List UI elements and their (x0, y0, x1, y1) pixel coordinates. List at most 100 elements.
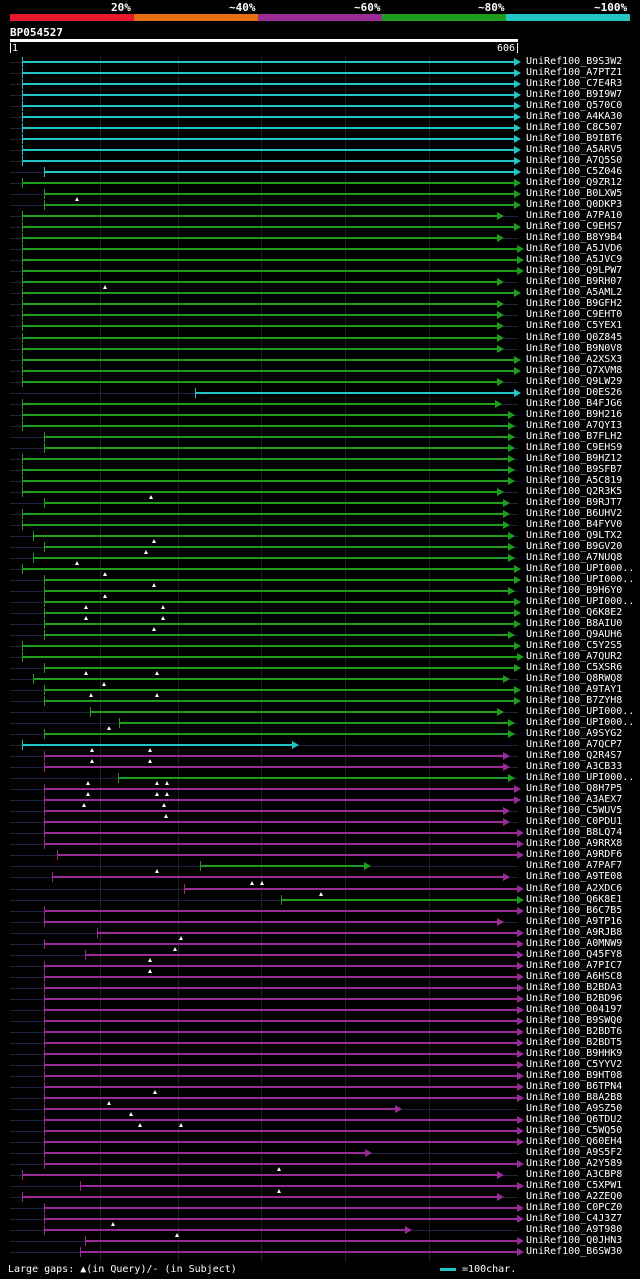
alignment-bar[interactable] (33, 556, 508, 559)
hit-label[interactable]: UniRef100_A9S5F2 (526, 1146, 623, 1158)
alignment-bar[interactable] (22, 226, 514, 229)
hit-row[interactable]: UniRef100_A7PIC7 (0, 957, 640, 972)
hit-row[interactable]: UniRef100_A2ZEQ0 (0, 1189, 640, 1203)
alignment-bar[interactable] (44, 755, 503, 758)
hit-label[interactable]: UniRef100_B9HHK9 (526, 1047, 623, 1059)
alignment-bar[interactable] (22, 1174, 497, 1177)
hit-row[interactable]: UniRef100_A9TP16 (0, 916, 640, 928)
hit-row[interactable]: UniRef100_Q6TDU2 (0, 1111, 640, 1126)
hit-row[interactable]: UniRef100_B8Y9B4 (0, 232, 640, 244)
hit-label[interactable]: UniRef100_A4KA30 (526, 111, 623, 123)
alignment-bar[interactable] (22, 468, 508, 471)
hit-row[interactable]: UniRef100_UPI000.. (0, 560, 640, 575)
alignment-bar[interactable] (22, 325, 497, 328)
hit-row[interactable]: UniRef100_Q9AUH6 (0, 627, 640, 641)
hit-row[interactable]: UniRef100_Q570C0 (0, 100, 640, 112)
hit-label[interactable]: UniRef100_Q6K8E2 (526, 607, 623, 618)
hit-label[interactable]: UniRef100_C4J3Z7 (526, 1213, 623, 1225)
alignment-bar[interactable] (22, 336, 497, 339)
hit-label[interactable]: UniRef100_D0ES26 (526, 386, 623, 398)
hit-label[interactable]: UniRef100_B9HT08 (526, 1069, 623, 1081)
hit-label[interactable]: UniRef100_A3AEX7 (526, 794, 623, 806)
hit-label[interactable]: UniRef100_A9RJB8 (526, 926, 623, 938)
hit-row[interactable]: UniRef100_C5XPW1 (0, 1180, 640, 1192)
alignment-bar[interactable] (44, 964, 517, 967)
hit-row[interactable]: UniRef100_A3CBP8 (0, 1167, 640, 1181)
hit-label[interactable]: UniRef100_A7PAF7 (526, 860, 623, 872)
hit-label[interactable]: UniRef100_B9S3W2 (526, 56, 623, 67)
hit-row[interactable]: UniRef100_O04197 (0, 1003, 640, 1016)
hit-label[interactable]: UniRef100_A9T980 (526, 1224, 623, 1236)
hit-row[interactable]: UniRef100_Q9LW29 (0, 375, 640, 388)
hit-label[interactable]: UniRef100_Q9LW29 (526, 375, 623, 387)
alignment-bar[interactable] (44, 1140, 517, 1143)
hit-row[interactable]: UniRef100_A5ARV5 (0, 144, 640, 156)
hit-row[interactable]: UniRef100_B6C7B5 (0, 905, 640, 917)
hit-row[interactable]: UniRef100_Q8RWQ8 (0, 671, 640, 685)
hit-label[interactable]: UniRef100_A7PA10 (526, 210, 623, 222)
hit-label[interactable]: UniRef100_UPI000.. (526, 772, 635, 784)
alignment-bar[interactable] (80, 1185, 517, 1188)
alignment-bar[interactable] (80, 1251, 517, 1254)
hit-row[interactable]: UniRef100_A2Y589 (0, 1158, 640, 1170)
hit-label[interactable]: UniRef100_B9SFB7 (526, 463, 623, 475)
alignment-bar[interactable] (33, 534, 508, 537)
hit-row[interactable]: UniRef100_Q0DKP3 (0, 197, 640, 211)
hit-row[interactable]: UniRef100_B9RJT7 (0, 494, 640, 509)
alignment-bar[interactable] (44, 1107, 395, 1110)
alignment-bar[interactable] (118, 777, 508, 780)
alignment-bar[interactable] (44, 1096, 517, 1099)
alignment-bar[interactable] (22, 259, 517, 262)
hit-label[interactable]: UniRef100_C7E4R3 (526, 78, 623, 90)
alignment-bar[interactable] (22, 314, 497, 317)
hit-label[interactable]: UniRef100_O04197 (526, 1003, 623, 1015)
hit-row[interactable]: UniRef100_A4KA30 (0, 111, 640, 123)
hit-label[interactable]: UniRef100_B9H216 (526, 408, 623, 420)
alignment-bar[interactable] (44, 193, 514, 196)
hit-row[interactable]: UniRef100_A2XDC6 (0, 880, 640, 895)
alignment-bar[interactable] (44, 766, 503, 769)
hit-row[interactable]: UniRef100_A9SYG2 (0, 726, 640, 740)
hit-row[interactable]: UniRef100_A7QUR2 (0, 651, 640, 663)
hit-row[interactable]: UniRef100_Q9LPW7 (0, 265, 640, 277)
alignment-bar[interactable] (22, 1196, 497, 1199)
alignment-bar[interactable] (44, 920, 497, 923)
hit-row[interactable]: UniRef100_A9RJB8 (0, 926, 640, 939)
hit-label[interactable]: UniRef100_Q570C0 (526, 100, 623, 112)
alignment-bar[interactable] (33, 678, 503, 681)
hit-row[interactable]: UniRef100_Q7XVM8 (0, 365, 640, 377)
hit-label[interactable]: UniRef100_B9RH07 (526, 276, 623, 288)
hit-row[interactable]: UniRef100_A9S5F2 (0, 1146, 640, 1159)
hit-label[interactable]: UniRef100_Q9ZR12 (526, 177, 623, 189)
hit-label[interactable]: UniRef100_B9RJT7 (526, 496, 623, 508)
alignment-bar[interactable] (22, 160, 514, 163)
hit-label[interactable]: UniRef100_UPI000.. (526, 573, 635, 585)
hit-row[interactable]: UniRef100_C0PDU1 (0, 814, 640, 828)
hit-label[interactable]: UniRef100_A2ZEQ0 (526, 1191, 623, 1203)
hit-label[interactable]: UniRef100_Q9LTX2 (526, 529, 623, 541)
hit-row[interactable]: UniRef100_B7FLH2 (0, 431, 640, 443)
hit-row[interactable]: UniRef100_UPI000.. (0, 772, 640, 784)
hit-label[interactable]: UniRef100_B6UHV2 (526, 507, 623, 519)
hit-row[interactable]: UniRef100_Q8H7P5 (0, 781, 640, 795)
hit-label[interactable]: UniRef100_A7QYI3 (526, 419, 623, 431)
alignment-bar[interactable] (22, 567, 514, 570)
alignment-bar[interactable] (44, 667, 514, 670)
hit-row[interactable]: UniRef100_A9TAY1 (0, 682, 640, 696)
hit-row[interactable]: UniRef100_UPI000.. (0, 717, 640, 729)
hit-row[interactable]: UniRef100_C8C507 (0, 122, 640, 134)
hit-row[interactable]: UniRef100_B9H6Y0 (0, 582, 640, 597)
hit-row[interactable]: UniRef100_B4FJG6 (0, 398, 640, 410)
alignment-bar[interactable] (184, 887, 517, 890)
hit-row[interactable]: UniRef100_A9TE08 (0, 869, 640, 883)
hit-label[interactable]: UniRef100_B6TPN4 (526, 1080, 623, 1092)
alignment-bar[interactable] (22, 281, 497, 284)
hit-row[interactable]: UniRef100_Q6K8E2 (0, 605, 640, 619)
alignment-bar[interactable] (22, 105, 514, 108)
hit-row[interactable]: UniRef100_B9IBT6 (0, 133, 640, 145)
hit-label[interactable]: UniRef100_A6HSC8 (526, 970, 623, 982)
alignment-bar[interactable] (22, 303, 497, 306)
hit-label[interactable]: UniRef100_A9SZ50 (526, 1102, 623, 1114)
hit-row[interactable]: UniRef100_Q2R3K5 (0, 486, 640, 498)
hit-label[interactable]: UniRef100_A2XSX3 (526, 353, 623, 365)
